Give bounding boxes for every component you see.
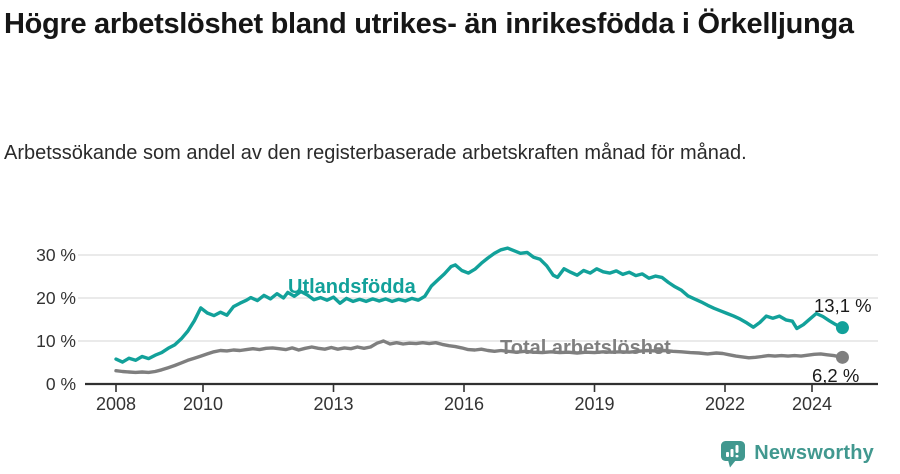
x-axis-tick-label: 2016 — [444, 394, 484, 414]
x-axis-tick-label: 2019 — [574, 394, 614, 414]
newsworthy-logo: Newsworthy — [720, 438, 874, 468]
y-axis-tick-label: 30 % — [36, 245, 76, 265]
series-total-end-value: 6,2 % — [812, 365, 859, 386]
x-axis-tick-label: 2013 — [313, 394, 353, 414]
chart-title: Högre arbetslöshet bland utrikes- än inr… — [4, 8, 854, 40]
x-axis-tick-label: 2008 — [96, 394, 136, 414]
y-axis-tick-label: 20 % — [36, 288, 76, 308]
y-axis-tick-label: 10 % — [36, 331, 76, 351]
series-total-label: Total arbetslöshet — [500, 337, 671, 359]
x-axis-tick-label: 2010 — [183, 394, 223, 414]
y-axis-tick-label: 0 % — [46, 374, 76, 394]
x-axis-tick-label: 2022 — [705, 394, 745, 414]
series-utlandsfodda-end-dot — [835, 321, 849, 335]
newsworthy-wordmark: Newsworthy — [754, 441, 874, 464]
unemployment-line-chart: 0 % 10 % 20 % 30 % 2008 2010 2013 2016 2019 2022 2… — [36, 245, 878, 414]
chart-subtitle: Arbetssökande som andel av den registerb… — [4, 142, 747, 164]
series-utlandsfodda-label: Utlandsfödda — [288, 276, 417, 298]
newsworthy-bubble-chart-icon — [721, 440, 746, 467]
series-utlandsfodda-end-value: 13,1 % — [814, 295, 872, 316]
series-utlandsfodda-line — [114, 246, 845, 364]
series-total-end-dot — [835, 350, 849, 364]
x-axis-tick-label: 2024 — [792, 394, 832, 414]
series-total-line — [114, 339, 845, 375]
